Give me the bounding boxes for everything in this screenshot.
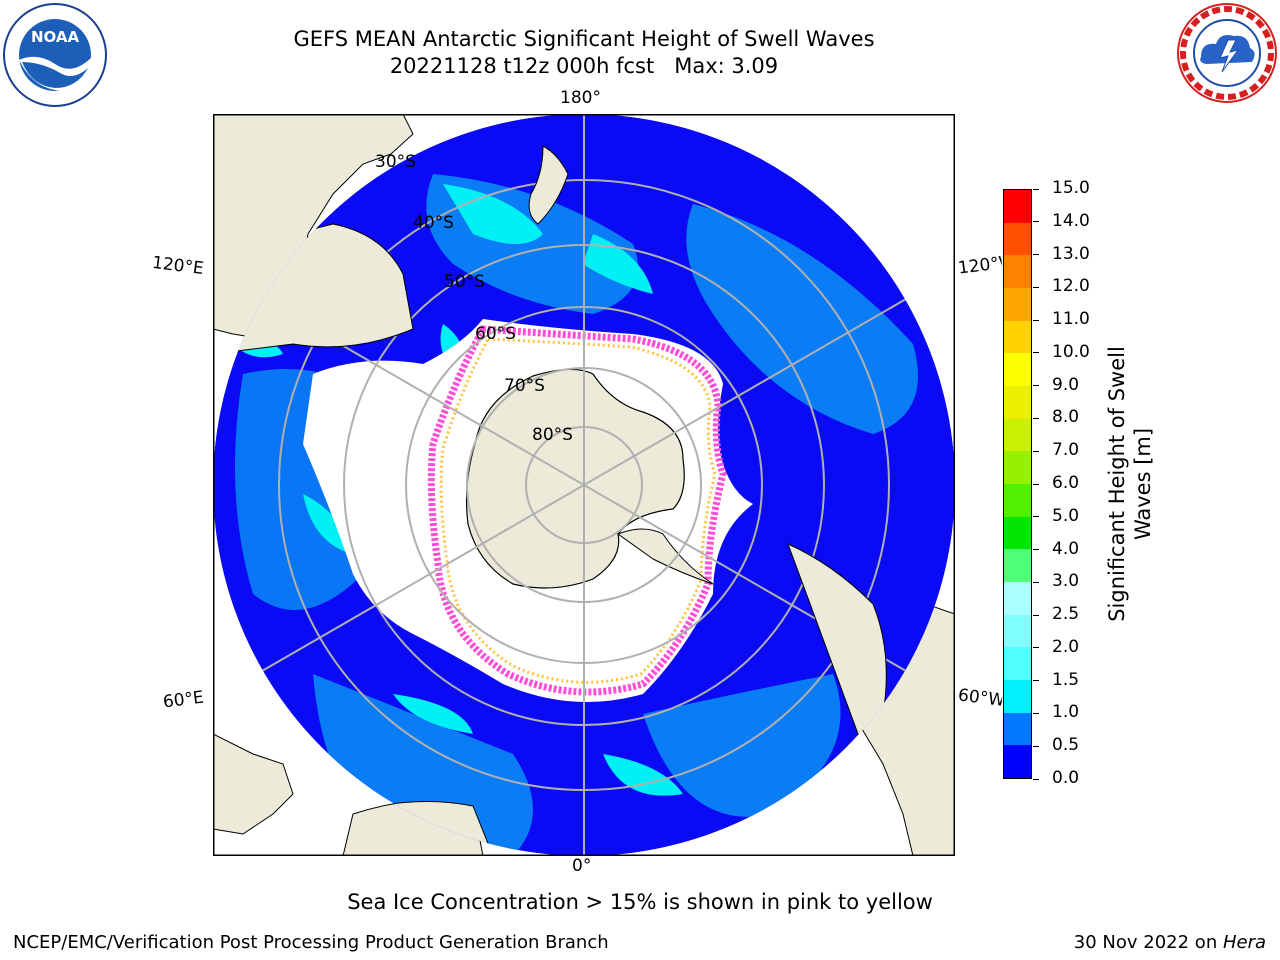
colorbar-segment bbox=[1004, 222, 1031, 256]
footer-date: 30 Nov 2022 on Hera bbox=[1074, 932, 1266, 953]
colorbar-segment bbox=[1004, 418, 1031, 452]
colorbar-segment bbox=[1004, 451, 1031, 484]
colorbar-tick bbox=[1033, 778, 1039, 780]
colorbar-tick-label: 1.5 bbox=[1052, 669, 1080, 690]
colorbar-tick bbox=[1033, 450, 1039, 452]
colorbar-segment bbox=[1004, 647, 1031, 680]
lat-label-50s: 50°S bbox=[444, 272, 485, 292]
colorbar-tick-label: 1.0 bbox=[1052, 702, 1080, 723]
colorbar-tick-label: 2.0 bbox=[1052, 636, 1080, 657]
colorbar-tick bbox=[1033, 549, 1039, 551]
colorbar-segment bbox=[1004, 516, 1031, 550]
colorbar-segment bbox=[1004, 287, 1031, 321]
colorbar-tick bbox=[1033, 745, 1039, 747]
chart-subtitle: 20221128 t12z 000h fcst Max: 3.09 bbox=[389, 54, 779, 78]
colorbar-tick bbox=[1033, 254, 1039, 256]
colorbar-tick bbox=[1033, 286, 1039, 288]
colorbar-tick bbox=[1033, 647, 1039, 649]
colorbar-tick-label: 10.0 bbox=[1052, 341, 1090, 362]
colorbar-tick bbox=[1033, 680, 1039, 682]
lon-label-120e: 120°E bbox=[150, 252, 205, 280]
lon-label-60w: 60°W bbox=[956, 685, 1004, 711]
chart-title: GEFS MEAN Antarctic Significant Height o… bbox=[293, 27, 875, 51]
colorbar-tick-label: 0.5 bbox=[1052, 735, 1080, 756]
colorbar-segment bbox=[1004, 581, 1031, 615]
colorbar-segment bbox=[1004, 320, 1031, 354]
colorbar-tick-label: 4.0 bbox=[1052, 538, 1080, 559]
colorbar-segment bbox=[1004, 385, 1031, 419]
colorbar-tick bbox=[1033, 352, 1039, 354]
colorbar-tick-label: 6.0 bbox=[1052, 473, 1080, 493]
colorbar-segment bbox=[1004, 189, 1031, 223]
colorbar-segment bbox=[1004, 745, 1031, 778]
footer-host: Hera bbox=[1222, 932, 1266, 953]
colorbar-tick bbox=[1033, 712, 1039, 714]
sea-ice-note: Sea Ice Concentration > 15% is shown in … bbox=[347, 890, 933, 914]
colorbar-segment bbox=[1004, 483, 1031, 517]
colorbar-tick bbox=[1033, 221, 1039, 223]
lat-label-70s: 70°S bbox=[504, 376, 545, 396]
colorbar-tick-label: 0.0 bbox=[1052, 768, 1080, 788]
colorbar-tick bbox=[1033, 385, 1039, 387]
lon-label-60e: 60°E bbox=[161, 687, 205, 713]
lat-label-60s: 60°S bbox=[475, 324, 516, 344]
colorbar-tick-label: 3.0 bbox=[1052, 571, 1080, 592]
colorbar-tick-label: 9.0 bbox=[1052, 374, 1080, 395]
colorbar-tick bbox=[1033, 319, 1039, 321]
colorbar-segment bbox=[1004, 712, 1031, 746]
colorbar-tick bbox=[1033, 614, 1039, 616]
colorbar-tick-label: 2.5 bbox=[1052, 604, 1080, 625]
colorbar-segment bbox=[1004, 679, 1031, 713]
colorbar bbox=[1003, 189, 1032, 779]
lat-label-30s: 30°S bbox=[375, 152, 416, 172]
colorbar-tick-label: 8.0 bbox=[1052, 407, 1080, 428]
colorbar-tick bbox=[1033, 417, 1039, 419]
footer-date-text: 30 Nov 2022 on bbox=[1073, 932, 1223, 953]
colorbar-label-line1: Significant Height of Swell bbox=[1105, 346, 1129, 622]
colorbar-segment bbox=[1004, 353, 1031, 386]
lat-label-80s: 80°S bbox=[532, 425, 573, 445]
colorbar-label: Significant Height of Swell Waves [m] bbox=[1104, 346, 1156, 622]
colorbar-tick-label: 12.0 bbox=[1052, 276, 1090, 297]
colorbar-segment bbox=[1004, 255, 1031, 288]
national-weather-service-logo bbox=[1177, 3, 1277, 103]
colorbar-tick bbox=[1033, 516, 1039, 518]
polar-map bbox=[213, 114, 955, 856]
footer-credit: NCEP/EMC/Verification Post Processing Pr… bbox=[13, 932, 609, 953]
lat-label-40s: 40°S bbox=[413, 213, 454, 233]
colorbar-tick-label: 13.0 bbox=[1052, 243, 1090, 264]
colorbar-tick-label: 5.0 bbox=[1052, 505, 1080, 526]
colorbar-tick bbox=[1033, 581, 1039, 583]
colorbar-tick bbox=[1033, 188, 1039, 190]
lon-label-120w: 120°W bbox=[956, 253, 1004, 279]
noaa-logo: NOAA bbox=[3, 3, 107, 107]
colorbar-tick-label: 14.0 bbox=[1052, 210, 1090, 231]
colorbar-tick-label: 7.0 bbox=[1052, 440, 1080, 461]
lon-label-0: 0° bbox=[572, 856, 592, 876]
colorbar-tick bbox=[1033, 483, 1039, 485]
svg-text:NOAA: NOAA bbox=[31, 28, 80, 46]
colorbar-tick-label: 15.0 bbox=[1052, 178, 1090, 198]
colorbar-segment bbox=[1004, 549, 1031, 582]
colorbar-tick-label: 11.0 bbox=[1052, 309, 1090, 330]
colorbar-segment bbox=[1004, 614, 1031, 648]
lon-label-180: 180° bbox=[560, 88, 601, 108]
map-border bbox=[213, 114, 955, 856]
colorbar-label-line2: Waves [m] bbox=[1131, 427, 1155, 541]
